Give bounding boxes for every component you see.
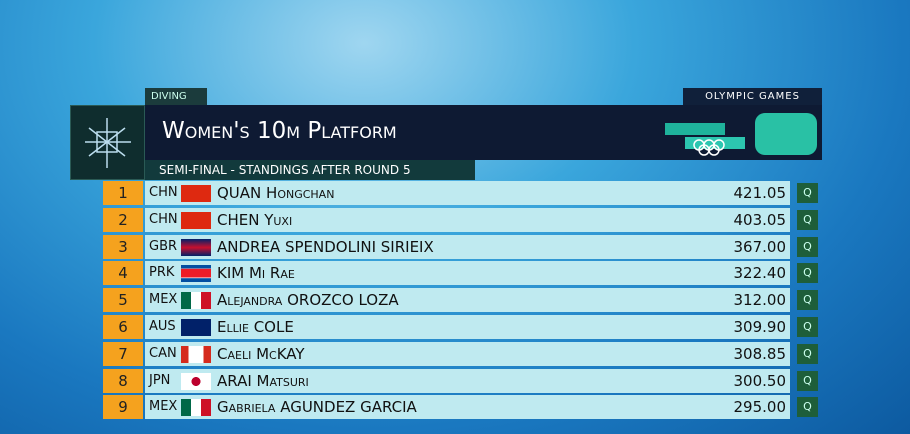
rank: 1: [103, 181, 143, 205]
score: 309.90: [733, 318, 787, 336]
row: MEX Alejandra OROZCO LOZA 312.00: [145, 288, 790, 313]
country-code: CHN: [149, 211, 178, 227]
athlete-name: Gabriela AGUNDEZ GARCIA: [217, 398, 417, 417]
rank: 3: [103, 234, 143, 259]
rank: 7: [103, 341, 143, 366]
country-code: MEX: [149, 399, 178, 415]
flag: [181, 185, 211, 202]
athlete-name: ANDREA SPENDOLINI SIRIEIX: [217, 237, 434, 256]
row: AUS Ellie COLE 309.90: [145, 315, 790, 339]
sport-tab: DIVING: [145, 88, 207, 105]
logo-icon: [85, 118, 131, 168]
country-code: CAN: [149, 345, 177, 361]
row: CHN CHEN Yuxi 403.05: [145, 207, 790, 232]
country-code: AUS: [149, 319, 176, 334]
flag: [181, 292, 211, 310]
flag: [181, 345, 211, 363]
athlete-name: ARAI Matsuri: [217, 371, 309, 390]
athlete-name: CHEN Yuxi: [217, 210, 293, 229]
title-panel: [145, 105, 822, 160]
qualified-badge: Q: [797, 183, 818, 203]
athlete-name: Ellie COLE: [217, 318, 294, 336]
score: 308.85: [733, 344, 787, 363]
flag: [181, 238, 211, 256]
row: MEX Gabriela AGUNDEZ GARCIA 295.00: [145, 395, 790, 420]
country-code: MEX: [149, 292, 178, 308]
country-code: PRK: [149, 265, 175, 281]
qualified-badge: Q: [797, 370, 818, 391]
qualified-badge: Q: [797, 263, 818, 284]
athlete-name: Caeli McKAY: [217, 344, 305, 363]
country-code: CHN: [149, 185, 178, 200]
score: 300.50: [733, 371, 787, 390]
rank: 8: [103, 368, 143, 393]
brand-tab: OLYMPIC GAMES: [683, 88, 822, 105]
flag: [181, 265, 211, 283]
score: 421.05: [733, 184, 787, 202]
flag: [181, 399, 211, 417]
row: CHN QUAN Hongchan 421.05: [145, 181, 790, 205]
country-code: JPN: [149, 372, 171, 388]
qualified-badge: Q: [797, 317, 818, 337]
flag: [181, 211, 211, 229]
flag: [181, 319, 211, 336]
score: 295.00: [733, 398, 787, 417]
rank: 9: [103, 395, 143, 420]
logo: [70, 105, 145, 180]
row: PRK KIM Mi Rae 322.40: [145, 261, 790, 286]
score: 322.40: [733, 264, 787, 283]
country-code: GBR: [149, 238, 178, 254]
row: GBR ANDREA SPENDOLINI SIRIEIX 367.00: [145, 234, 790, 259]
brand-graphic: [665, 113, 817, 156]
flag: [181, 372, 211, 390]
subtitle: SEMI-FINAL - STANDINGS AFTER ROUND 5: [145, 160, 475, 180]
score: 312.00: [733, 291, 787, 310]
qualified-badge: Q: [797, 209, 818, 230]
row: CAN Caeli McKAY 308.85: [145, 341, 790, 366]
athlete-name: Alejandra OROZCO LOZA: [217, 291, 399, 310]
row: JPN ARAI Matsuri 300.50: [145, 368, 790, 393]
qualified-badge: Q: [797, 290, 818, 311]
score: 403.05: [733, 210, 787, 229]
athlete-name: KIM Mi Rae: [217, 264, 295, 283]
event-title: Women's 10m Platform: [162, 118, 397, 144]
score: 367.00: [733, 237, 787, 256]
qualified-badge: Q: [797, 343, 818, 364]
athlete-name: QUAN Hongchan: [217, 184, 335, 202]
qualified-badge: Q: [797, 397, 818, 418]
rank: 5: [103, 288, 143, 313]
qualified-badge: Q: [797, 236, 818, 257]
rank: 6: [103, 315, 143, 339]
rank: 2: [103, 207, 143, 232]
rank: 4: [103, 261, 143, 286]
